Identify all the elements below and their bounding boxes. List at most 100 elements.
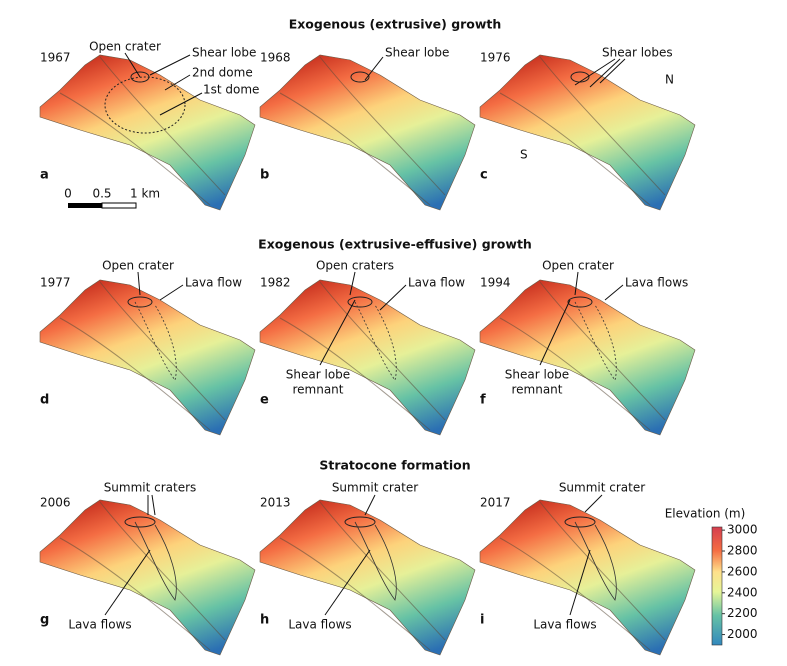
leader-line [589,58,621,88]
leader-line [599,58,626,84]
panel: 1968 b Shear lobe [259,46,476,211]
annotation: Open crater [89,40,161,54]
annotation: N [665,73,674,87]
leader-line [569,549,591,616]
annotation: remnant [511,383,562,397]
year-label: 2013 [260,496,291,510]
crater [567,296,593,308]
panel: 2013 h Summit crater Lava flows [259,481,476,656]
leader-line [349,271,356,296]
annotation: Summit crater [332,481,418,495]
terrain [39,54,256,211]
annotation: Open craters [316,259,394,273]
panel-letter: g [40,613,49,628]
leader-line [149,54,191,76]
panel: 2006 g Summit craters Lava flows [39,481,256,656]
terrain [39,279,256,436]
annotation: Shear lobes [602,46,673,60]
leader-line [379,284,407,311]
annotation: Shear lobe [286,368,350,382]
flow-outline [574,521,617,601]
annotation: Lava flows [288,618,351,632]
panel-letter: e [260,393,269,408]
annotation: Open crater [102,259,174,273]
section-title: Exogenous (extrusive-effusive) growth [258,237,532,252]
leader-line [164,74,191,91]
panel-letter: a [40,168,49,183]
crater [347,296,373,308]
annotation: Lava flow [185,276,242,290]
annotation: Summit craters [104,481,197,495]
year-label: 2006 [40,496,71,510]
leader-line [159,92,203,116]
terrain [259,499,476,656]
panel-letter: c [480,168,488,183]
ridge [279,501,446,651]
flow-outline [134,301,177,381]
flow-outline [354,301,397,381]
panel-letter: b [260,168,269,183]
colorbar-tick-label: 2400 [727,585,758,599]
annotation: Open crater [542,259,614,273]
leader-line [364,56,384,81]
dome-outline [104,76,186,134]
leader-line [151,494,156,516]
colorbar [711,526,723,646]
panel: 1982 e Open craters Lava flow Shear loberemn… [259,259,476,436]
scale-bar-label: 0.5 [92,187,111,201]
panel: 1977 d Open crater Lava flow [39,259,256,436]
annotation: Lava flow [408,276,465,290]
year-label: 2017 [480,496,511,510]
flow-outline [354,521,397,601]
annotation: remnant [292,383,343,397]
crater [124,516,156,528]
colorbar-tick-label: 3000 [727,523,758,537]
year-label: 1976 [480,51,511,65]
annotation: Shear lobe [385,46,449,60]
colorbar-tick-label: 2800 [727,544,758,558]
panel-letter: f [480,393,486,408]
ridge [499,501,666,651]
ridge [279,56,446,206]
colorbar-tick-label: 2600 [727,564,758,578]
annotation: Lava flows [625,276,688,290]
annotation: Summit crater [559,481,645,495]
terrain [259,279,476,436]
leader-line [137,271,141,296]
terrain [39,499,256,656]
scale-bar-black [68,203,102,208]
panel-letter: d [40,393,49,408]
flow-outline [574,301,617,381]
year-label: 1967 [40,51,71,65]
leader-line [574,271,579,296]
leader-line [159,284,184,301]
crater [564,516,596,528]
annotation: 1st dome [203,83,259,97]
leader-line [364,494,376,516]
ridge [499,281,666,431]
panel: 1994 f Open crater Lava flows Shear loberemn… [479,259,696,436]
crater [344,516,376,528]
year-label: 1977 [40,276,71,290]
leader-line [584,494,603,513]
annotation: Shear lobe [192,46,256,60]
ridge [279,281,446,431]
leader-line [324,549,371,616]
annotation: S [520,148,528,162]
scale-bar-label: 0 [64,187,72,201]
leader-line [104,549,151,616]
annotation: Lava flows [533,618,596,632]
scale-bar-white [101,202,137,209]
section-title: Stratocone formation [319,458,470,473]
ridge [499,56,666,206]
terrain [259,54,476,211]
terrain [479,499,696,656]
leader-line [539,299,571,366]
terrain [479,54,696,211]
panel: 1976 c Shear lobes N S [479,46,696,211]
scale-bar-label: 1 km [130,187,160,201]
colorbar-tick-label: 2200 [727,606,758,620]
panel-letter: i [480,613,484,628]
year-label: 1982 [260,276,291,290]
